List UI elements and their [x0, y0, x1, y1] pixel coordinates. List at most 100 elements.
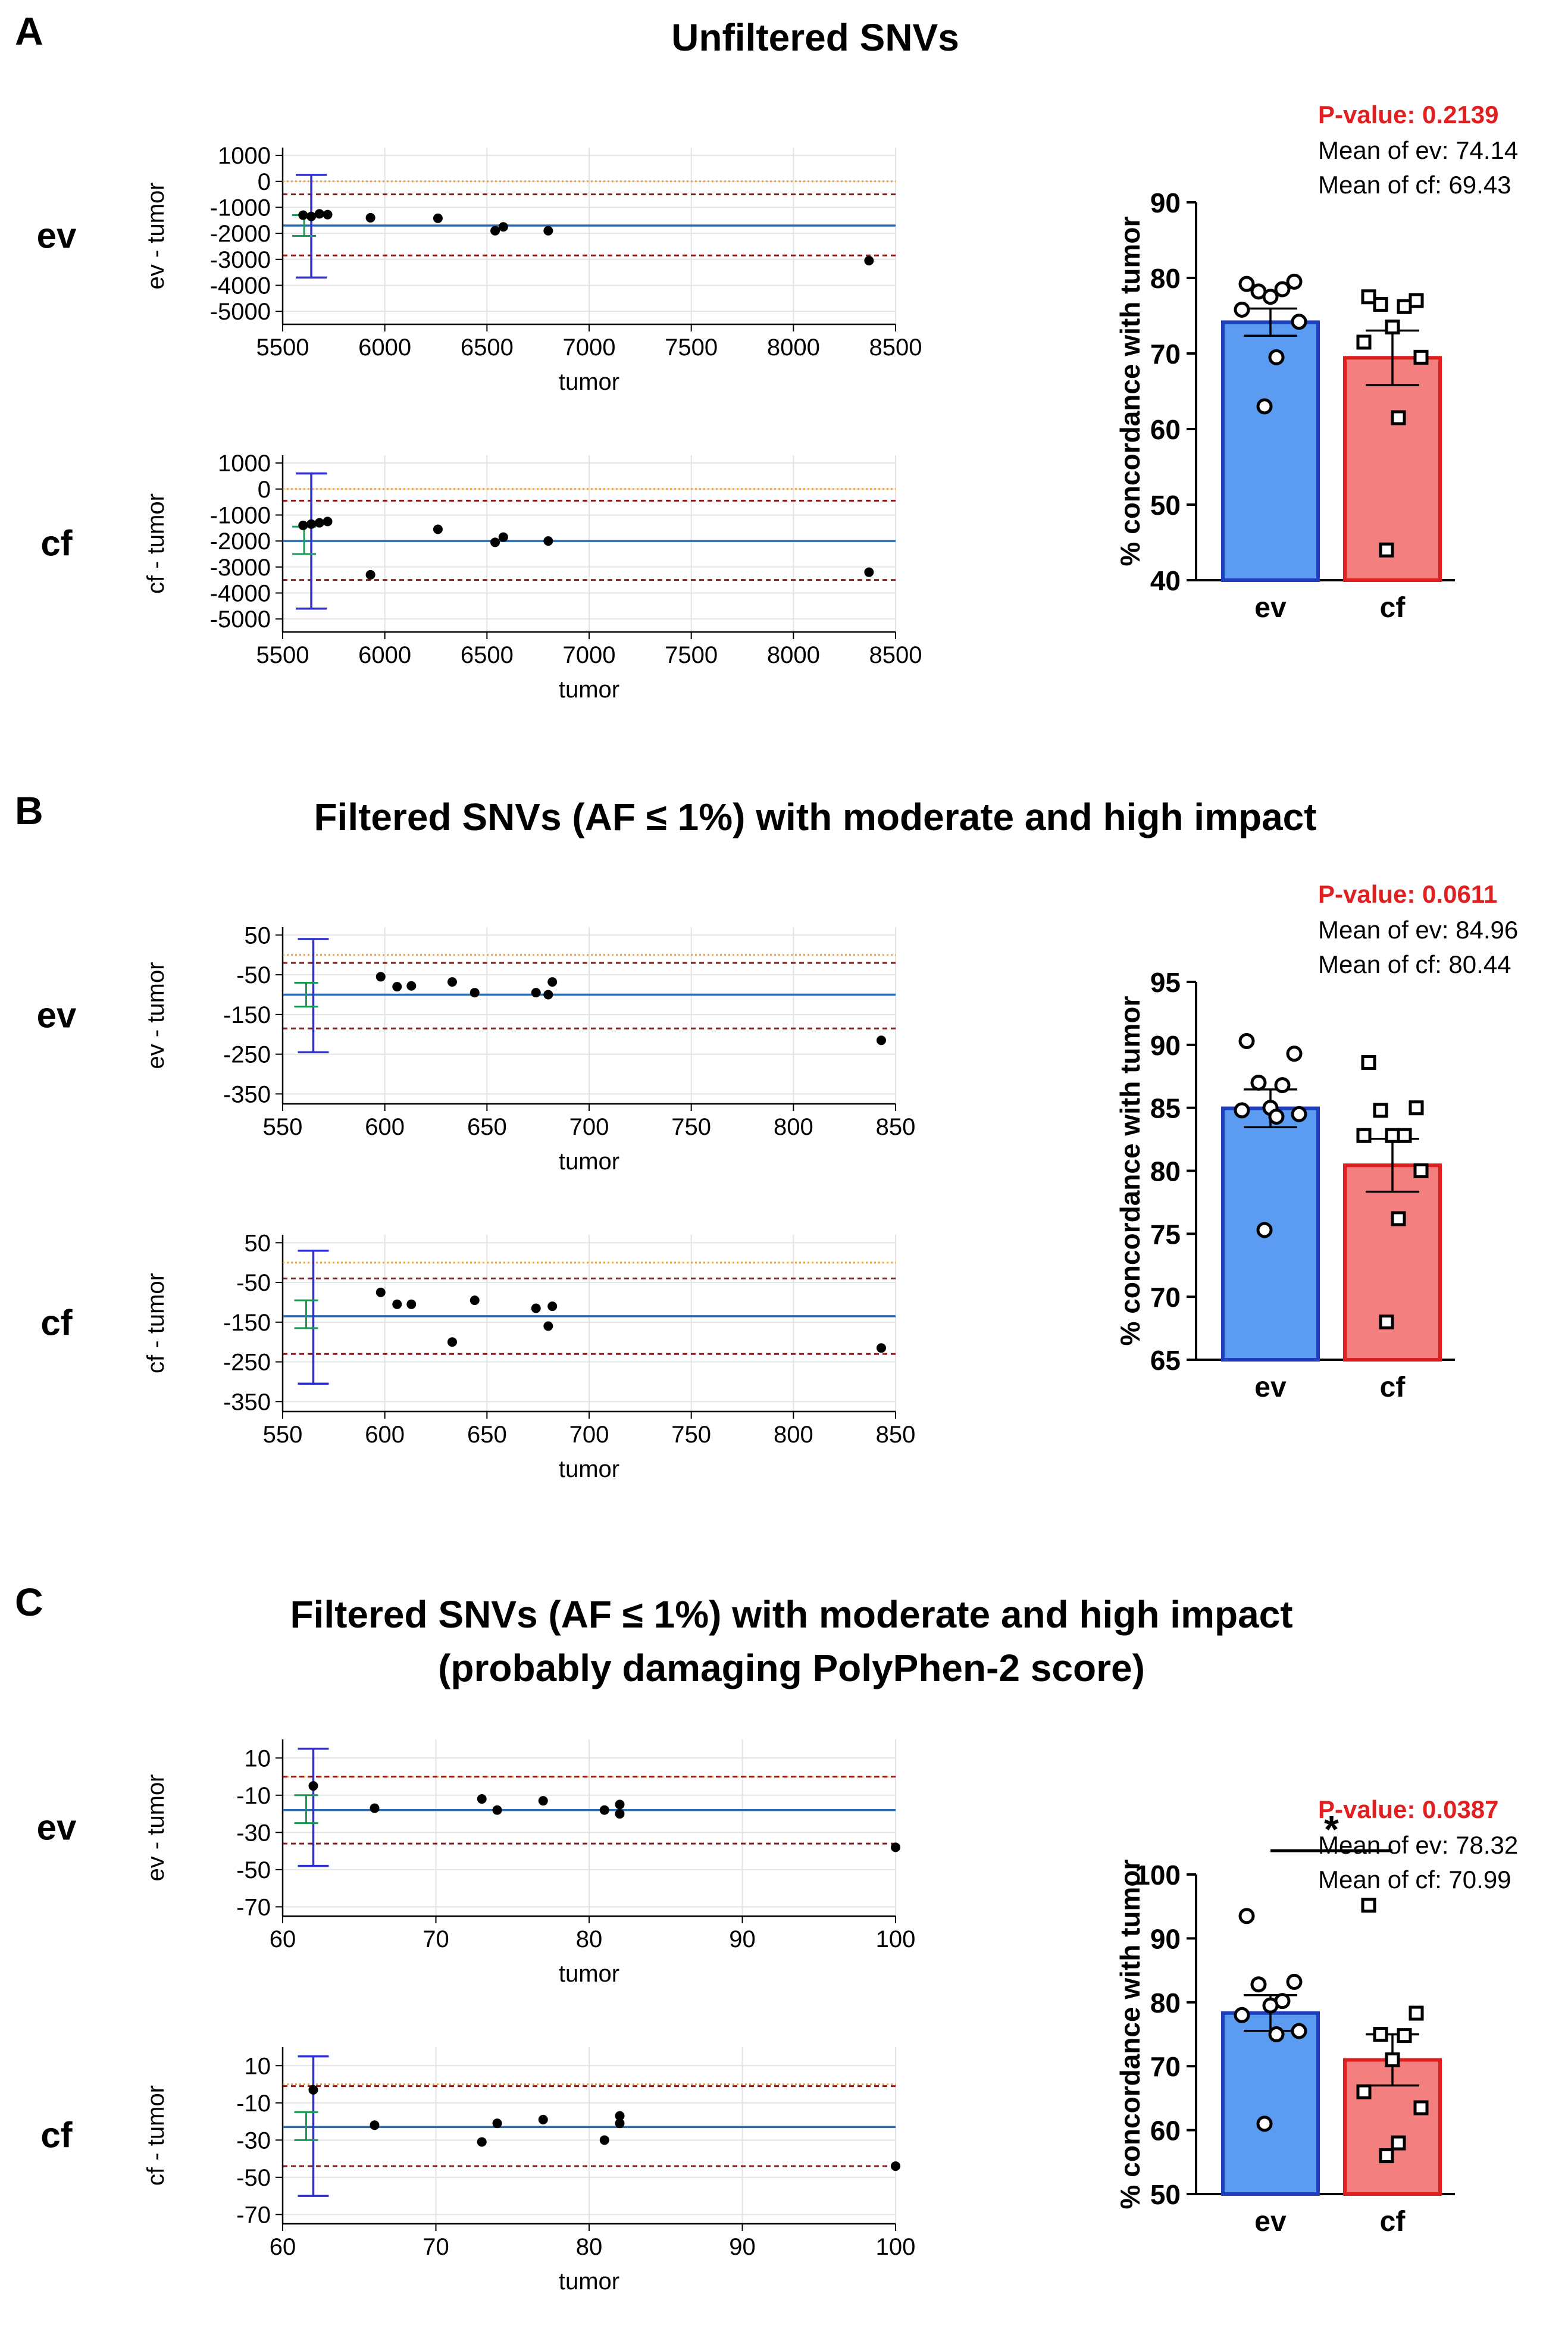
x-tick-label: 90 — [729, 2234, 756, 2260]
data-point — [433, 213, 443, 223]
y-tick-label: -1000 — [210, 502, 271, 528]
data-point — [477, 2137, 487, 2147]
x-tick-label: 6500 — [461, 642, 514, 668]
ev-point — [1268, 349, 1285, 365]
data-point — [406, 1299, 417, 1309]
x-axis-label: tumor — [559, 677, 619, 703]
x-tick-label: 8000 — [767, 642, 820, 668]
ev-point — [1238, 1032, 1255, 1049]
mean-ev: Mean of ev: 84.96 — [1318, 916, 1518, 944]
y-tick-label: -3000 — [210, 247, 271, 273]
x-tick-label: 650 — [467, 1114, 507, 1140]
data-point — [547, 1301, 558, 1312]
y-tick-label: -350 — [223, 1389, 271, 1415]
bar-y-tick-label: 85 — [1150, 1093, 1181, 1124]
panel-b: B Filtered SNVs (AF ≤ 1%) with moderate a… — [15, 788, 1518, 1482]
bar-y-tick-label: 60 — [1150, 414, 1181, 445]
bland-altman-ev: 50 -50 -150 -250 -350 550 600 650 700 750 800 850 tu… — [37, 922, 916, 1175]
ev-point — [1291, 2023, 1307, 2039]
x-tick-label: 800 — [774, 1422, 813, 1448]
data-point — [314, 209, 324, 219]
y-tick-label: -2000 — [210, 221, 271, 247]
x-tick-label: 600 — [365, 1422, 405, 1448]
cf-point — [1361, 1054, 1376, 1070]
x-tick-label: 850 — [876, 1114, 916, 1140]
ev-point — [1268, 1108, 1285, 1125]
x-tick-label: 750 — [671, 1114, 711, 1140]
data-point — [547, 977, 558, 987]
ev-point — [1262, 289, 1279, 305]
data-point — [531, 1303, 541, 1313]
y-tick-label: -5000 — [210, 606, 271, 633]
cf-point — [1397, 1128, 1412, 1143]
data-point — [599, 2135, 609, 2145]
data-point — [306, 211, 317, 221]
x-axis-label: tumor — [559, 1961, 619, 1987]
y-tick-label: 10 — [245, 2053, 271, 2079]
bar-y-axis-label: % concordance with tumor — [1115, 1859, 1146, 2209]
panel-c: C Filtered SNVs (AF ≤ 1%) with moderate a… — [15, 1580, 1518, 2295]
y-tick-label: 50 — [245, 1230, 271, 1256]
y-tick-label: -10 — [236, 2090, 271, 2117]
data-point — [365, 569, 375, 580]
x-tick-label: 70 — [422, 2234, 449, 2260]
y-axis-label: cf - tumor — [143, 2085, 169, 2186]
bar-category-label: ev — [1254, 1372, 1287, 1403]
bar-y-tick-label: 70 — [1150, 2051, 1181, 2082]
panel-letter: A — [15, 9, 43, 53]
y-tick-label: 0 — [258, 477, 271, 503]
x-tick-label: 6000 — [358, 334, 411, 361]
bar-y-tick-label: 90 — [1150, 187, 1181, 218]
panel-title: Filtered SNVs (AF ≤ 1%) with moderate an… — [314, 796, 1316, 838]
x-axis-label: tumor — [559, 369, 619, 395]
row-label: ev — [37, 996, 77, 1035]
data-point — [492, 2118, 502, 2129]
x-axis-label: tumor — [559, 1456, 619, 1482]
ev-point — [1274, 281, 1291, 298]
row-label: cf — [40, 1303, 73, 1343]
data-point — [615, 2118, 625, 2129]
bar-y-tick-label: 60 — [1150, 2115, 1181, 2146]
cf-point — [1356, 1128, 1372, 1143]
cf-point — [1373, 1103, 1388, 1118]
ev-point — [1256, 2115, 1273, 2132]
data-point — [470, 1295, 480, 1306]
mean-cf: Mean of cf: 80.44 — [1318, 950, 1511, 978]
x-tick-label: 6000 — [358, 642, 411, 668]
x-tick-label: 6500 — [461, 334, 514, 361]
y-tick-label: -70 — [236, 1894, 271, 1920]
bar-y-tick-label: 80 — [1150, 1988, 1181, 2018]
row-label: cf — [40, 2115, 73, 2155]
bar-y-tick-label: 90 — [1150, 1030, 1181, 1061]
y-axis-label: cf - tumor — [143, 493, 169, 594]
cf-point — [1385, 2052, 1400, 2067]
ev-point — [1234, 301, 1250, 318]
data-point — [365, 212, 375, 223]
bar-y-axis-label: % concordance with tumor — [1115, 216, 1146, 566]
ev-point — [1250, 1976, 1267, 1993]
data-point — [531, 988, 541, 998]
bar-chart: P-value: 0.0611 Mean of ev: 84.96 Mean of … — [1115, 880, 1518, 1403]
ev-point — [1291, 314, 1307, 330]
cf-point — [1391, 410, 1406, 425]
ev-point — [1286, 1046, 1303, 1062]
data-point — [864, 567, 874, 577]
x-axis-label: tumor — [559, 1148, 619, 1175]
ev-point — [1256, 1222, 1273, 1238]
y-axis-label: ev - tumor — [143, 1774, 169, 1881]
data-point — [615, 1809, 625, 1819]
y-tick-label: -250 — [223, 1350, 271, 1376]
data-point — [447, 1337, 457, 1347]
y-tick-label: -30 — [236, 1820, 271, 1846]
cf-point — [1413, 349, 1429, 365]
y-tick-label: 1000 — [218, 450, 271, 477]
cf-point — [1391, 1211, 1406, 1226]
x-tick-label: 100 — [876, 2234, 916, 2260]
y-tick-label: -10 — [236, 1783, 271, 1809]
mean-ev: Mean of ev: 78.32 — [1318, 1831, 1518, 1859]
y-tick-label: -4000 — [210, 273, 271, 299]
y-tick-label: 10 — [245, 1745, 271, 1772]
data-point — [543, 226, 553, 236]
data-point — [323, 209, 333, 220]
